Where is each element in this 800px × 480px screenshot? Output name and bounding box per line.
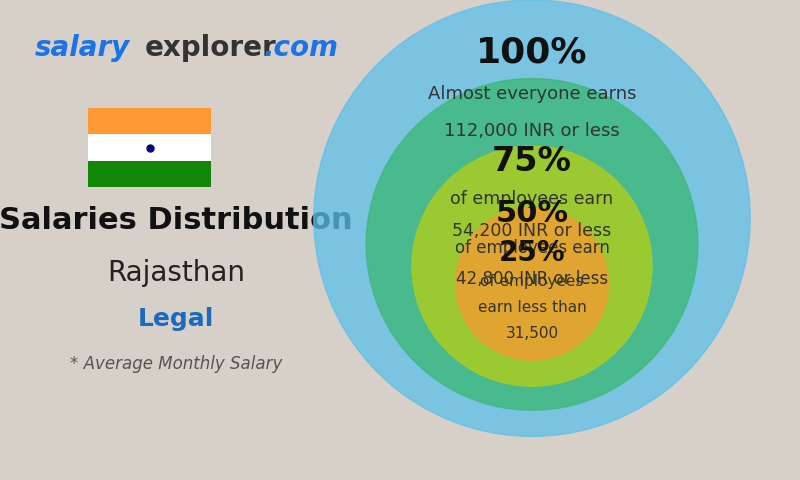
Bar [88, 161, 211, 187]
Text: 31,500: 31,500 [506, 326, 558, 341]
Text: of employees earn: of employees earn [454, 240, 610, 257]
Text: 100%: 100% [476, 36, 588, 70]
Text: earn less than: earn less than [478, 300, 586, 315]
Bar [88, 134, 211, 161]
Text: 42,800 INR or less: 42,800 INR or less [456, 270, 608, 288]
Text: 50%: 50% [495, 199, 569, 228]
Bar [88, 108, 211, 134]
Circle shape [412, 146, 652, 386]
Text: .com: .com [264, 34, 339, 61]
Text: Almost everyone earns: Almost everyone earns [428, 85, 636, 103]
Text: 54,200 INR or less: 54,200 INR or less [452, 222, 612, 240]
Text: Salaries Distribution: Salaries Distribution [0, 206, 353, 235]
Text: Legal: Legal [138, 307, 214, 331]
Circle shape [456, 207, 608, 360]
Text: 75%: 75% [492, 145, 572, 178]
Text: explorer: explorer [144, 34, 276, 61]
Text: Rajasthan: Rajasthan [107, 259, 245, 287]
Circle shape [366, 79, 698, 410]
Text: of employees: of employees [480, 274, 584, 289]
Circle shape [314, 0, 750, 436]
Text: 25%: 25% [498, 239, 566, 267]
Text: 112,000 INR or less: 112,000 INR or less [444, 122, 620, 140]
Text: * Average Monthly Salary: * Average Monthly Salary [70, 355, 282, 373]
Text: of employees earn: of employees earn [450, 190, 614, 207]
Text: salary: salary [35, 34, 130, 61]
